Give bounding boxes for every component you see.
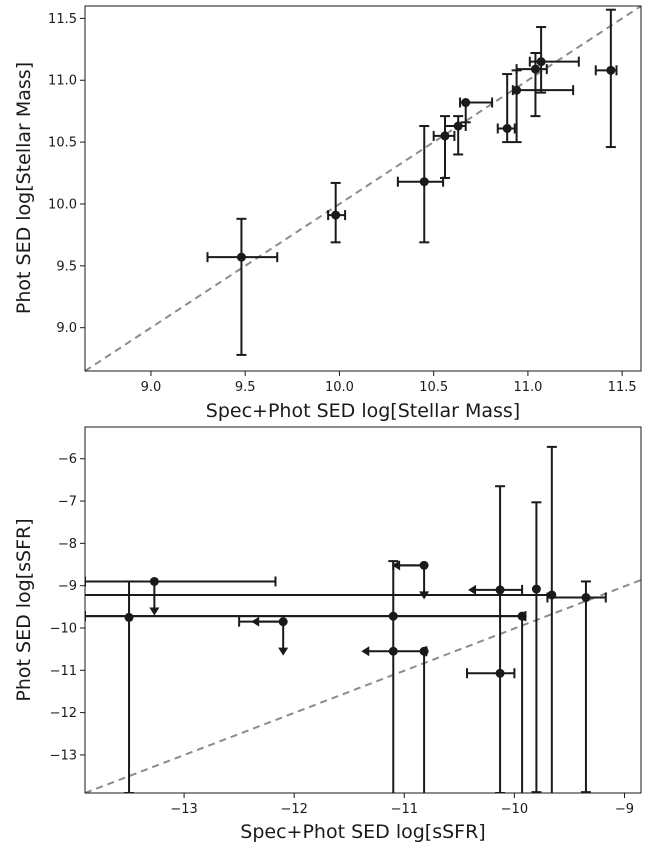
ssfr-data-point: [124, 612, 134, 622]
ssfr-y-tick-label: −13: [50, 748, 77, 763]
mass-data-point-group: [396, 125, 445, 244]
ssfr-y-tick-label: −7: [58, 495, 77, 510]
mass-data-point: [419, 177, 429, 187]
ssfr-left-limit-arrowhead: [468, 584, 477, 595]
ssfr-data-point: [581, 593, 591, 603]
ssfr-upper-limit-arrowhead: [278, 647, 289, 656]
mass-x-tick-label: 10.5: [419, 380, 448, 395]
mass-data-point-group: [459, 97, 494, 124]
ssfr-x-tick-label: −12: [280, 802, 307, 817]
ssfr-left-limit-arrowhead: [251, 616, 260, 627]
ssfr-data-point: [388, 646, 398, 656]
ssfr-data-point-group: [124, 580, 135, 793]
ssfr-data-point-group: [85, 576, 277, 616]
mass-data-point: [512, 85, 522, 95]
ssfr-one-to-one-line: [85, 579, 641, 793]
mass-data-point-group: [528, 26, 580, 94]
mass-data-point: [236, 252, 246, 262]
mass-data-point-group: [496, 73, 516, 144]
mass-data-point: [530, 64, 540, 74]
mass-data-point: [461, 98, 471, 108]
ssfr-data-point-group: [468, 485, 524, 793]
mass-y-tick-label: 11.5: [48, 12, 77, 27]
ssfr-data-point-group: [361, 646, 428, 657]
ssfr-y-tick-label: −6: [58, 452, 77, 467]
mass-one-to-one-line: [85, 6, 641, 371]
ssfr-data-point-group: [85, 560, 527, 793]
mass-data-point: [440, 131, 450, 141]
mass-x-tick-label: 9.5: [235, 380, 256, 395]
ssfr-data-point: [149, 576, 159, 586]
ssfr-y-axis-label: Phot SED log[sSFR]: [13, 518, 35, 701]
ssfr-data-point: [495, 585, 505, 595]
ssfr-data-point: [419, 560, 429, 570]
ssfr-panel-frame: [84, 426, 642, 794]
ssfr-data-point-group: [85, 611, 528, 793]
mass-x-tick-label: 11.0: [513, 380, 542, 395]
ssfr-x-tick-label: −13: [170, 802, 197, 817]
ssfr-data-point-group: [531, 501, 542, 793]
ssfr-y-tick-label: −12: [50, 706, 77, 721]
mass-axis-ticks: 9.0 9.5 10.0 10.5 11.0 11.5 9.0 9.5 10.0 10.5 11.0…: [48, 12, 637, 395]
mass-y-axis-label: Phot SED log[Stellar Mass]: [13, 62, 35, 314]
mass-data-point-group: [327, 181, 347, 244]
mass-data-points: [206, 8, 618, 356]
ssfr-data-point-group: [392, 560, 430, 600]
mass-panel: 9.0 9.5 10.0 10.5 11.0 11.5 9.0 9.5 10.0 10.5 11.0…: [13, 5, 642, 422]
ssfr-y-tick-label: −8: [58, 537, 77, 552]
mass-x-tick-label: 10.0: [325, 380, 354, 395]
mass-data-point: [502, 123, 512, 133]
mass-data-point: [453, 121, 463, 131]
mass-y-tick-label: 9.0: [56, 321, 77, 336]
mass-data-point: [331, 210, 341, 220]
ssfr-data-point-group: [466, 668, 516, 679]
mass-y-tick-label: 9.5: [56, 259, 77, 274]
ssfr-x-axis-label: Spec+Phot SED log[sSFR]: [240, 821, 485, 843]
mass-data-point-group: [511, 69, 575, 144]
ssfr-y-tick-label: −11: [50, 664, 77, 679]
mass-data-point: [536, 57, 546, 67]
ssfr-x-tick-label: −10: [501, 802, 528, 817]
ssfr-data-point: [531, 584, 541, 594]
ssfr-left-limit-arrowhead: [361, 646, 370, 657]
mass-data-point: [606, 65, 616, 75]
ssfr-data-points: [85, 445, 607, 793]
ssfr-axis-ticks: −13 −12 −11 −10 −9 −13 −12 −11 −10 −9 −8 −7 −6: [50, 452, 635, 817]
ssfr-y-tick-label: −9: [58, 579, 77, 594]
mass-x-tick-label: 11.5: [608, 380, 637, 395]
ssfr-data-point-group: [546, 580, 607, 793]
ssfr-upper-limit-arrowhead: [149, 607, 160, 616]
ssfr-data-point-group: [238, 616, 289, 656]
mass-x-tick-label: 9.0: [141, 380, 162, 395]
ssfr-data-point-group: [85, 445, 557, 793]
mass-panel-frame: [84, 5, 642, 372]
mass-x-axis-label: Spec+Phot SED log[Stellar Mass]: [206, 400, 520, 422]
ssfr-data-point-group: [419, 646, 429, 793]
ssfr-y-tick-label: −10: [50, 621, 77, 636]
ssfr-panel: −13 −12 −11 −10 −9 −13 −12 −11 −10 −9 −8 −7 −6 Spec+…: [13, 426, 642, 843]
mass-y-tick-label: 10.0: [48, 197, 77, 212]
ssfr-x-tick-label: −11: [391, 802, 418, 817]
mass-data-point-group: [206, 217, 279, 356]
ssfr-data-point: [517, 611, 527, 621]
mass-data-point-group: [594, 8, 618, 149]
mass-y-tick-label: 10.5: [48, 136, 77, 151]
mass-y-tick-label: 11.0: [48, 74, 77, 89]
ssfr-x-tick-label: −9: [615, 802, 634, 817]
ssfr-data-point: [419, 646, 429, 656]
ssfr-left-limit-arrowhead: [392, 560, 401, 571]
ssfr-data-point: [278, 617, 288, 627]
